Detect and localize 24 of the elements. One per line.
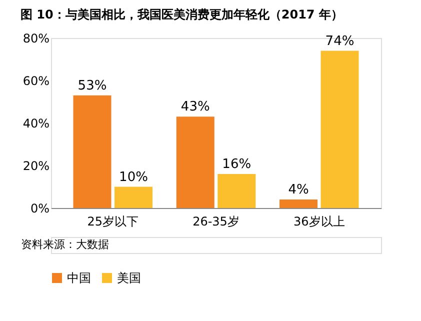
legend-label: 中国 xyxy=(67,271,91,285)
data-label: 10% xyxy=(119,170,148,185)
text: 资料来源：大数据 xyxy=(21,238,109,251)
legend-label: 美国 xyxy=(117,271,141,285)
bar xyxy=(176,116,214,208)
bar xyxy=(73,95,112,208)
data-label: 16% xyxy=(222,157,252,172)
y-tick-label: 20% xyxy=(22,159,50,173)
y-tick-label: 60% xyxy=(22,74,50,88)
data-label: 74% xyxy=(325,34,354,49)
data-label: 43% xyxy=(180,100,210,115)
bar xyxy=(280,200,318,208)
x-tick-label: 36岁以上 xyxy=(293,214,345,228)
bar xyxy=(320,50,359,208)
chart-title: 图 10：与美国相比，我国医美消费更加年轻化（2017 年） xyxy=(20,8,343,22)
y-tick-label: 40% xyxy=(22,116,50,130)
bar xyxy=(114,186,152,208)
y-tick-label: 0% xyxy=(30,202,50,216)
x-tick-label: 25岁以下 xyxy=(87,214,139,228)
data-label: 4% xyxy=(288,182,309,198)
data-label: 53% xyxy=(78,78,107,94)
y-tick-label: 80% xyxy=(22,32,50,46)
x-tick-label: 26-35岁 xyxy=(192,214,240,228)
bar xyxy=(218,174,256,208)
